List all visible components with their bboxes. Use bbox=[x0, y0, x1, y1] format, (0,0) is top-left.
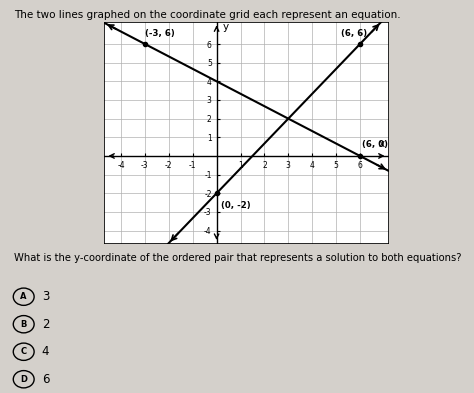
Text: (-3, 6): (-3, 6) bbox=[145, 29, 174, 39]
Text: (6, 0): (6, 0) bbox=[363, 140, 388, 149]
Text: C: C bbox=[21, 347, 27, 356]
Text: (0, -2): (0, -2) bbox=[221, 201, 251, 210]
Text: y: y bbox=[223, 22, 229, 32]
Text: The two lines graphed on the coordinate grid each represent an equation.: The two lines graphed on the coordinate … bbox=[14, 10, 401, 20]
Text: 2: 2 bbox=[42, 318, 49, 331]
Text: (6, 6): (6, 6) bbox=[341, 29, 367, 39]
Text: x: x bbox=[378, 140, 384, 149]
Text: D: D bbox=[20, 375, 27, 384]
Text: What is the y-coordinate of the ordered pair that represents a solution to both : What is the y-coordinate of the ordered … bbox=[14, 253, 462, 263]
Text: 6: 6 bbox=[42, 373, 49, 386]
Text: A: A bbox=[20, 292, 27, 301]
Text: 3: 3 bbox=[42, 290, 49, 303]
Text: 4: 4 bbox=[42, 345, 49, 358]
Bar bbox=[104, 22, 389, 244]
Text: B: B bbox=[20, 320, 27, 329]
